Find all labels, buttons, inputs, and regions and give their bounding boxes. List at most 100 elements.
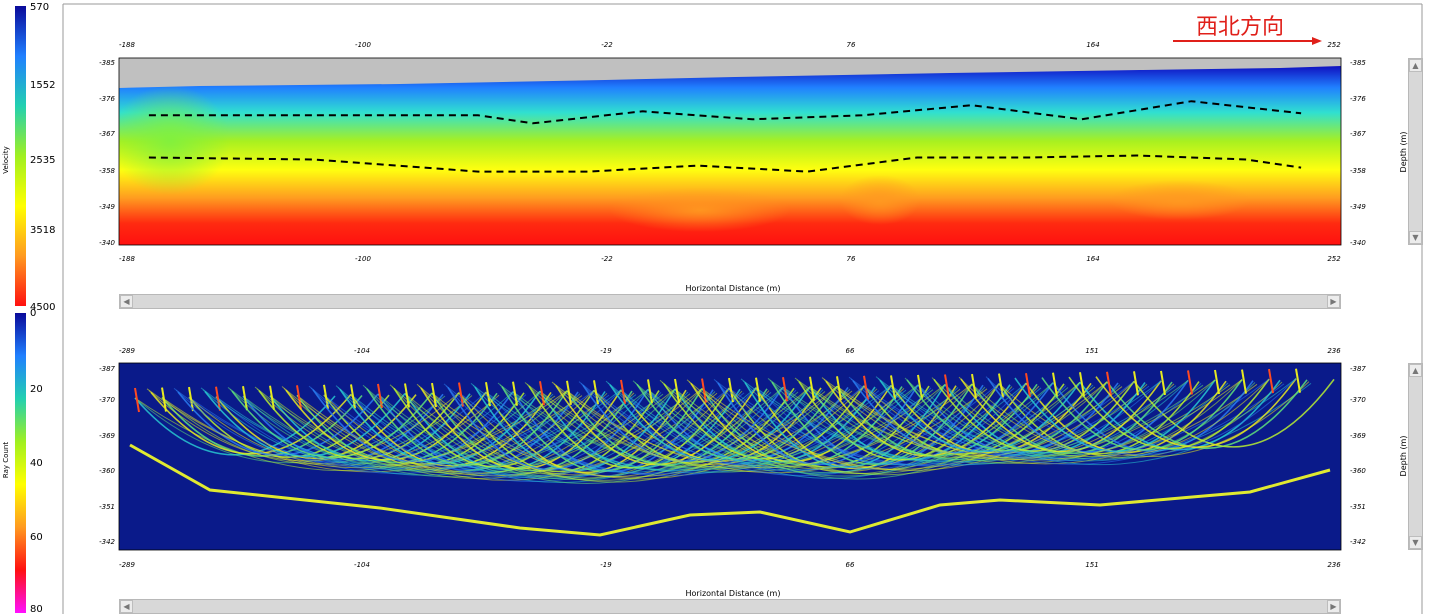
ray-path — [605, 380, 1027, 474]
velocity-x-tick-top: -22 — [601, 41, 613, 49]
source-spike — [863, 375, 869, 401]
source-spike — [458, 382, 464, 407]
ray-x-tick-top: -289 — [119, 347, 135, 355]
raycount-tick-40: 40 — [30, 458, 43, 469]
ray-path — [177, 391, 379, 456]
scroll-down-button[interactable]: ▼ — [1409, 231, 1422, 244]
ray-path — [258, 390, 460, 460]
ray-x-tick-bottom: 66 — [846, 561, 855, 569]
ray-y-tick-left: -351 — [99, 503, 115, 511]
ray-path — [580, 383, 892, 465]
source-spike — [917, 374, 923, 400]
velocity-y-tick-right: -367 — [1350, 130, 1366, 138]
ray-path — [715, 380, 1027, 470]
ray-path — [204, 391, 406, 457]
source-spike — [620, 379, 626, 405]
ray-x-ticks: -289 -104 -19 66 151 236 -289 -104 -19 6… — [119, 347, 1341, 569]
ray-y-tick-right: -370 — [1350, 396, 1366, 404]
ray-path — [175, 389, 487, 463]
ray-path — [985, 376, 1297, 456]
interface-line-2 — [148, 154, 1302, 173]
ray-x-tick-top: 66 — [846, 347, 855, 355]
raycount-colorbar: Ray Count 0 20 40 60 80 — [2, 308, 43, 614]
ray-path — [632, 380, 1054, 477]
ray-y-tick-left: -369 — [99, 432, 115, 440]
source-spike — [782, 377, 788, 402]
velocity-x-tick-bottom: 164 — [1086, 255, 1099, 263]
scroll-up-button[interactable]: ▲ — [1409, 364, 1422, 377]
ray-path — [987, 377, 1189, 453]
ray-path — [312, 389, 514, 463]
source-spike — [1025, 372, 1031, 398]
ray-path — [744, 382, 946, 468]
ray-path — [636, 383, 838, 460]
ray-horizontal-scrollbar[interactable]: ◀ ▶ — [119, 599, 1341, 614]
velocity-colorbar-title: Velocity — [2, 146, 10, 173]
ray-path — [256, 388, 568, 467]
ray-y-tick-left: -342 — [99, 538, 115, 546]
ray-vertical-scrollbar[interactable]: ▲ ▼ — [1408, 363, 1423, 550]
source-spike — [566, 380, 572, 405]
ray-path — [578, 381, 1000, 471]
velocity-y-tick-right: -385 — [1350, 59, 1366, 67]
ray-y-ticks: -387 -370 -369 -360 -351 -342 -387 -370 … — [99, 365, 1366, 546]
ray-path — [229, 388, 541, 465]
scroll-up-button[interactable]: ▲ — [1409, 59, 1422, 72]
ray-x-tick-bottom: 151 — [1085, 561, 1098, 569]
source-spike — [1106, 371, 1112, 396]
source-spike — [836, 376, 842, 401]
ray-path — [389, 384, 811, 481]
velocity-y-tick-right: -376 — [1350, 95, 1366, 103]
scroll-right-button[interactable]: ▶ — [1327, 295, 1340, 308]
raycount-tick-20: 20 — [30, 384, 43, 395]
ray-path — [285, 389, 487, 461]
ray-x-tick-bottom: -289 — [119, 561, 135, 569]
velocity-y-tick-left: -385 — [99, 59, 115, 67]
ray-path — [377, 391, 579, 469]
velocity-y-tick-left: -349 — [99, 203, 115, 211]
velocity-x-tick-top: 252 — [1327, 41, 1341, 49]
ray-path — [202, 389, 514, 464]
ray-path — [717, 382, 919, 466]
ray-path — [971, 381, 1173, 455]
velocity-tick-1552: 1552 — [30, 80, 55, 91]
source-spike — [1187, 370, 1193, 395]
ray-y-tick-right: -360 — [1350, 467, 1366, 475]
scroll-down-button[interactable]: ▼ — [1409, 536, 1422, 549]
source-spike — [539, 381, 545, 406]
ray-y-tick-left: -387 — [99, 365, 115, 373]
ray-path — [350, 391, 552, 467]
ray-path — [821, 377, 1243, 461]
scroll-left-button[interactable]: ◀ — [120, 295, 133, 308]
ray-path — [283, 387, 595, 469]
ray-y-tick-left: -360 — [99, 467, 115, 475]
scroll-right-button[interactable]: ▶ — [1327, 600, 1340, 613]
velocity-y-tick-right: -340 — [1350, 239, 1366, 247]
ray-x-tick-top: 236 — [1327, 347, 1341, 355]
ray-path — [879, 379, 1081, 453]
velocity-panel: -188 -100 -22 76 164 252 -188 -100 -22 7… — [99, 15, 1408, 293]
velocity-y-tick-right: -358 — [1350, 167, 1366, 175]
source-spike — [1133, 371, 1139, 396]
ray-panel: -289 -104 -19 66 151 236 -289 -104 -19 6… — [99, 347, 1408, 598]
source-spike — [890, 375, 896, 400]
velocity-vertical-scrollbar[interactable]: ▲ ▼ — [1408, 58, 1423, 245]
source-spike — [188, 386, 194, 412]
ray-path — [485, 389, 687, 474]
direction-annotation: 西北方向 — [1196, 15, 1284, 40]
source-spike — [1241, 369, 1247, 394]
ray-paths — [129, 368, 1335, 537]
scroll-left-button[interactable]: ◀ — [120, 600, 133, 613]
source-spike — [971, 373, 977, 399]
ray-path — [998, 381, 1200, 455]
ray-path — [848, 376, 1270, 461]
velocity-y-tick-right: -349 — [1350, 203, 1366, 211]
source-spike — [323, 384, 329, 410]
ray-path — [1106, 379, 1308, 450]
ray-path — [551, 381, 973, 469]
ray-path — [794, 377, 1216, 461]
ray-path — [890, 383, 1312, 466]
source-spike — [998, 373, 1004, 398]
raycount-tick-60: 60 — [30, 532, 43, 543]
velocity-horizontal-scrollbar[interactable]: ◀ ▶ — [119, 294, 1341, 309]
